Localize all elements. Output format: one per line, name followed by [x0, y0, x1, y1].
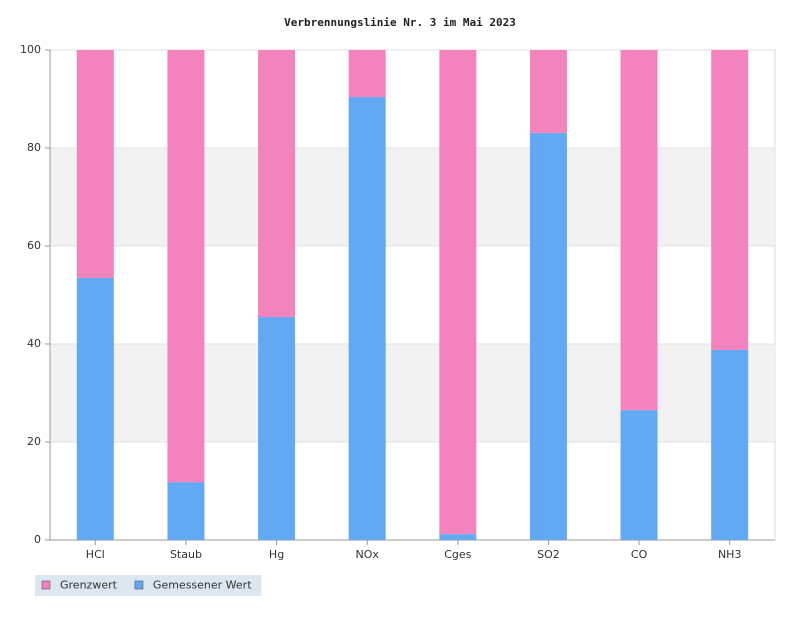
x-tick-label: CO	[631, 548, 648, 561]
bar-segment	[711, 50, 749, 350]
x-tick-label: Cges	[444, 548, 471, 561]
bar-segment	[439, 50, 477, 535]
y-tick-label: 100	[20, 43, 41, 56]
bar-segment	[258, 50, 296, 318]
x-tick-label: HCl	[86, 548, 105, 561]
legend-label: Gemessener Wert	[153, 579, 252, 592]
y-tick-label: 40	[27, 337, 41, 350]
bar-segment	[258, 317, 296, 540]
bar-segment	[167, 482, 205, 540]
x-tick-label: Staub	[170, 548, 202, 561]
bar-segment	[348, 97, 386, 540]
y-tick-label: 80	[27, 141, 41, 154]
legend-swatch	[134, 580, 144, 590]
grid-band	[50, 148, 775, 246]
bar-segment	[620, 50, 658, 411]
x-tick-label: Hg	[269, 548, 284, 561]
bar-segment	[439, 534, 477, 540]
bar-segment	[529, 50, 567, 133]
bar-segment	[348, 50, 386, 98]
bar-segment	[167, 50, 205, 483]
grid-band	[50, 344, 775, 442]
bar-segment	[76, 277, 114, 540]
bar-segment	[620, 410, 658, 540]
legend-label: Grenzwert	[60, 579, 118, 592]
y-tick-label: 20	[27, 435, 41, 448]
legend-swatch	[41, 580, 51, 590]
y-tick-label: 60	[27, 239, 41, 252]
y-tick-label: 0	[34, 533, 41, 546]
x-tick-label: NH3	[718, 548, 742, 561]
chart-title: Verbrennungslinie Nr. 3 im Mai 2023	[284, 16, 516, 29]
plot-area	[49, 49, 776, 541]
legend-box	[35, 575, 262, 596]
bar-segment	[711, 349, 749, 540]
x-tick-label: SO2	[537, 548, 560, 561]
bar-segment	[529, 132, 567, 540]
x-tick-label: NOx	[355, 548, 379, 561]
bar-segment	[76, 50, 114, 278]
